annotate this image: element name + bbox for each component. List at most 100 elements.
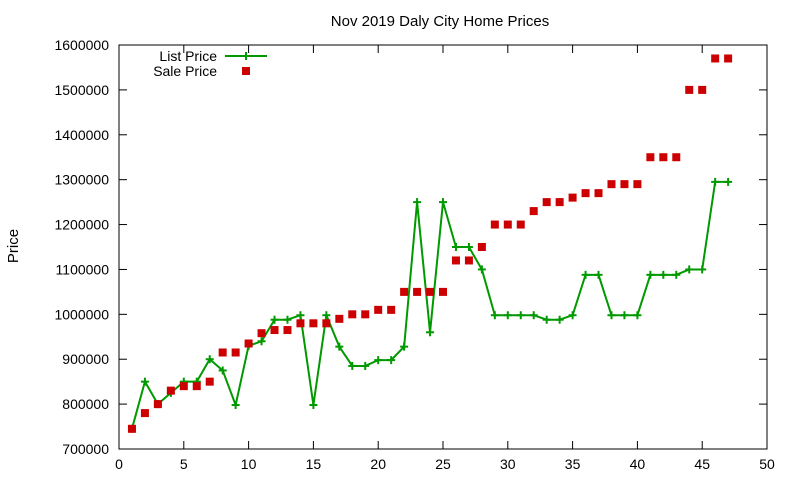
sale-price-point: [153, 400, 162, 409]
series-layer: [127, 54, 733, 433]
plot-frame: [118, 44, 768, 450]
y-axis: 700000 800000 900000 1000000 1100000 1200000 1…: [54, 37, 767, 457]
x-tick-label: 10: [241, 456, 257, 472]
sale-price-point: [477, 243, 486, 251]
sale-price-point: [594, 189, 603, 198]
list-price-line: [130, 180, 729, 430]
list-price-point: [711, 177, 720, 186]
list-price-point: [361, 361, 370, 370]
sale-price-point: [283, 326, 292, 335]
y-axis-label: Price: [5, 229, 22, 263]
list-price-point: [477, 265, 486, 274]
x-tick-label: 45: [694, 456, 710, 472]
sale-price-point: [387, 305, 396, 314]
list-price-point: [257, 337, 266, 346]
sale-price-point: [426, 287, 435, 296]
sale-price-point: [205, 377, 214, 386]
sale-price-point: [542, 198, 551, 207]
x-tick-label: 5: [180, 456, 188, 472]
list-price-point: [231, 401, 240, 410]
sale-price-point: [503, 220, 512, 229]
sale-price-point: [374, 305, 383, 314]
sale-price-point: [335, 314, 344, 323]
list-price-point: [529, 311, 538, 320]
sale-price-point: [348, 310, 357, 319]
list-price-point: [581, 270, 590, 279]
plot-border: [118, 44, 768, 450]
list-price-point: [672, 270, 681, 279]
x-tick-label: 0: [115, 456, 123, 472]
x-tick-label: 25: [435, 456, 451, 472]
legend: List Price Sale Price: [153, 48, 267, 79]
sale-price-point: [646, 153, 655, 162]
list-price-point: [490, 311, 499, 320]
list-price-point: [685, 265, 694, 274]
list-price-point: [594, 270, 603, 279]
list-price-point: [607, 311, 616, 320]
legend-label-sale-price: Sale Price: [153, 63, 217, 79]
sale-price-point: [309, 319, 318, 328]
x-tick-label: 20: [370, 456, 386, 472]
list-price-point: [451, 243, 460, 251]
list-price-point: [516, 311, 525, 320]
list-price-point: [724, 177, 733, 186]
legend-swatch-sale-price: [242, 67, 250, 75]
sale-price-point: [516, 220, 525, 229]
list-price-point: [348, 361, 357, 370]
sale-price-point: [179, 382, 188, 391]
y-tick-label: 1500000: [54, 82, 109, 98]
sale-price-point: [270, 326, 279, 335]
sale-price-point: [490, 220, 499, 229]
sale-price-point: [400, 287, 409, 296]
list-price-point: [633, 311, 642, 320]
list-price-point: [464, 243, 473, 251]
x-tick-label: 40: [630, 456, 646, 472]
list-price-point: [400, 342, 409, 351]
sale-price-point: [555, 198, 564, 207]
list-price-point: [413, 198, 422, 207]
y-tick-label: 1300000: [54, 172, 109, 188]
list-price-point: [387, 356, 396, 365]
list-price-point: [309, 401, 318, 410]
sale-price-point: [581, 189, 590, 198]
y-tick-label: 1000000: [54, 306, 109, 322]
sale-price-point: [361, 310, 370, 319]
sale-price-point: [140, 409, 149, 418]
list-price-point: [439, 198, 447, 207]
list-price-point: [646, 270, 655, 279]
sale-price-point: [322, 319, 331, 328]
sale-price-point: [439, 287, 447, 296]
x-tick-label: 15: [306, 456, 322, 472]
sale-price-point: [127, 424, 136, 433]
x-axis: 0 5 10 15 20 25 30 35 40 45 50: [115, 45, 775, 472]
sale-price-point: [451, 256, 460, 265]
list-price-point: [270, 315, 279, 324]
list-price-point: [620, 311, 629, 320]
y-tick-label: 1100000: [56, 261, 110, 277]
list-price-point: [322, 311, 331, 320]
list-price-point: [555, 315, 564, 324]
sale-price-point: [633, 180, 642, 189]
sale-price-point: [659, 153, 668, 162]
x-tick-label: 50: [759, 456, 775, 472]
sale-price-point: [529, 207, 538, 216]
sale-price-point: [464, 256, 473, 265]
list-price-point: [374, 356, 383, 365]
sale-price-point: [296, 319, 305, 328]
y-tick-label: 800000: [62, 396, 109, 412]
sale-price-point: [672, 153, 681, 162]
list-price-point: [426, 328, 435, 337]
list-price-point: [698, 265, 707, 274]
legend-label-list-price: List Price: [159, 48, 217, 64]
sale-price-point: [257, 329, 266, 338]
list-price-point: [283, 315, 292, 324]
list-price-point: [542, 315, 551, 324]
y-tick-label: 1600000: [54, 37, 109, 53]
sale-price-point: [568, 193, 577, 202]
sale-price-point: [607, 180, 616, 189]
x-tick-label: 35: [565, 456, 581, 472]
sale-price-point: [620, 180, 629, 189]
sale-price-point: [698, 85, 707, 94]
list-price-point: [659, 270, 668, 279]
x-tick-label: 30: [500, 456, 516, 472]
